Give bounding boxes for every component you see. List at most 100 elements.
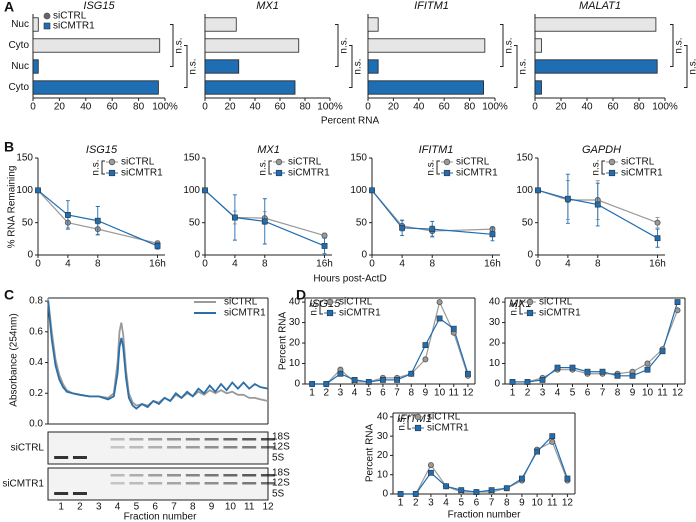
marker [614,372,621,379]
bracket [335,24,339,67]
gel-band [129,474,144,477]
marker [351,377,358,383]
gel-band [148,482,163,485]
y-tick-label: 10 [289,358,301,369]
x-tick-label: 1 [398,498,404,509]
x-tick-label: 8 [595,259,601,270]
y-tick-label: 0 [294,379,300,390]
marker [414,413,422,421]
bar [204,17,237,32]
x-tick-label: 80 [464,102,476,113]
marker [443,483,449,490]
x-tick-label: 6 [474,498,480,509]
data-line [312,300,469,385]
bracket [519,300,523,315]
gel-band [166,446,181,449]
x-tick-label: 40 [413,102,425,113]
x-tick-label: 3 [338,388,344,399]
marker [369,187,375,194]
y-tick-label: 50 [22,217,34,228]
x-tick-label: 12 [562,498,574,509]
y-tick-label: 20 [377,450,389,461]
bracket [170,24,174,67]
x-tick-label: 0 [202,259,208,270]
gel-band [223,438,238,441]
x-tick-label: 2 [525,388,531,399]
y-axis-label: % RNA Remaining [7,166,18,249]
legend-label: siCMTR1 [456,168,498,179]
x-tick-label: 7 [489,498,495,509]
annotation: n.s. [309,299,320,315]
band-label: 18S [272,432,290,443]
x-axis-label: Percent RNA [321,116,380,127]
gel-band [54,492,69,495]
x-tick-label: 100% [652,102,678,113]
marker [64,212,71,218]
bar [367,38,486,53]
x-tick-label: 1 [309,388,315,399]
x-tick-label: 8 [95,259,101,270]
bar [204,59,240,74]
data-line [37,189,158,247]
marker [154,243,161,249]
x-tick-label: 8 [190,502,196,513]
x-tick-label: 8 [429,259,435,270]
marker [321,243,328,249]
y-tick-label: 20 [489,338,501,349]
gel-band [204,446,219,449]
chart-title: IFITM1 [419,144,454,156]
x-tick-label: 100% [482,102,508,113]
y-tick-label: 0.0 [29,419,43,430]
marker [275,169,283,177]
x-axis-label: Fraction number [124,512,197,522]
x-tick-label: 8 [504,498,510,509]
y-tick-label: 40 [489,297,501,308]
x-tick-label: 80 [633,102,645,113]
marker [309,381,315,387]
gel-band [72,492,87,495]
gel-band [185,474,200,477]
x-tick-label: 4 [115,502,121,513]
y-tick-label: 0 [361,250,367,261]
marker [659,348,666,355]
band-label: 5S [272,489,285,500]
gel-band [261,446,275,449]
y-tick-label: Cyto [8,40,29,51]
marker [584,368,591,375]
x-tick-label: 16h [316,259,333,270]
x-tick-label: 9 [423,388,429,399]
legend-label: siCMTR1 [121,168,163,179]
x-tick-label: 4 [555,388,561,399]
x-tick-label: 5 [458,498,464,509]
marker [654,219,661,226]
marker [526,309,534,317]
y-tick-label: 0.8 [29,296,43,307]
marker [594,201,601,208]
annotation: n.s. [688,58,696,74]
bar [367,80,484,95]
marker [450,325,457,332]
marker [458,487,465,494]
gel-band [261,438,275,441]
marker [43,12,51,20]
gel-band [204,482,219,485]
y-tick-label: 150 [183,153,200,164]
gel-band [185,446,200,449]
marker [524,379,531,385]
y-tick-label: 50 [189,217,201,228]
x-tick-label: 4 [232,259,238,270]
marker [275,158,283,166]
y-tick-label: Cyto [8,82,29,93]
x-axis-label: Hours post-ActD [313,274,386,285]
band-label: 18S [272,468,290,479]
x-tick-label: 100% [152,102,178,113]
x-tick-label: 5 [366,388,372,399]
bracket [684,45,688,88]
gel-band [129,438,144,441]
annotation: n.s. [397,414,408,430]
x-tick-label: 4 [443,498,449,509]
y-tick-label: 50 [522,217,534,228]
legend-label: siCTRL [427,412,461,423]
gel-band [129,446,144,449]
